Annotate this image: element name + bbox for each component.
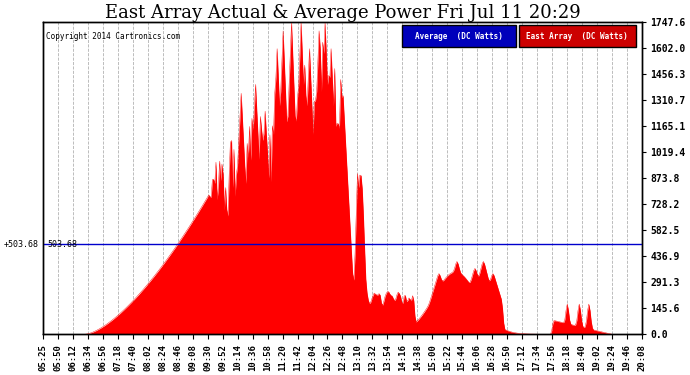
Text: +503.68: +503.68 <box>4 240 39 249</box>
Text: 503.68: 503.68 <box>48 240 77 249</box>
Title: East Array Actual & Average Power Fri Jul 11 20:29: East Array Actual & Average Power Fri Ju… <box>105 4 580 22</box>
Text: East Array  (DC Watts): East Array (DC Watts) <box>526 32 628 41</box>
FancyBboxPatch shape <box>519 26 635 47</box>
Text: Copyright 2014 Cartronics.com: Copyright 2014 Cartronics.com <box>46 32 181 41</box>
Text: Average  (DC Watts): Average (DC Watts) <box>415 32 503 41</box>
FancyBboxPatch shape <box>402 26 516 47</box>
